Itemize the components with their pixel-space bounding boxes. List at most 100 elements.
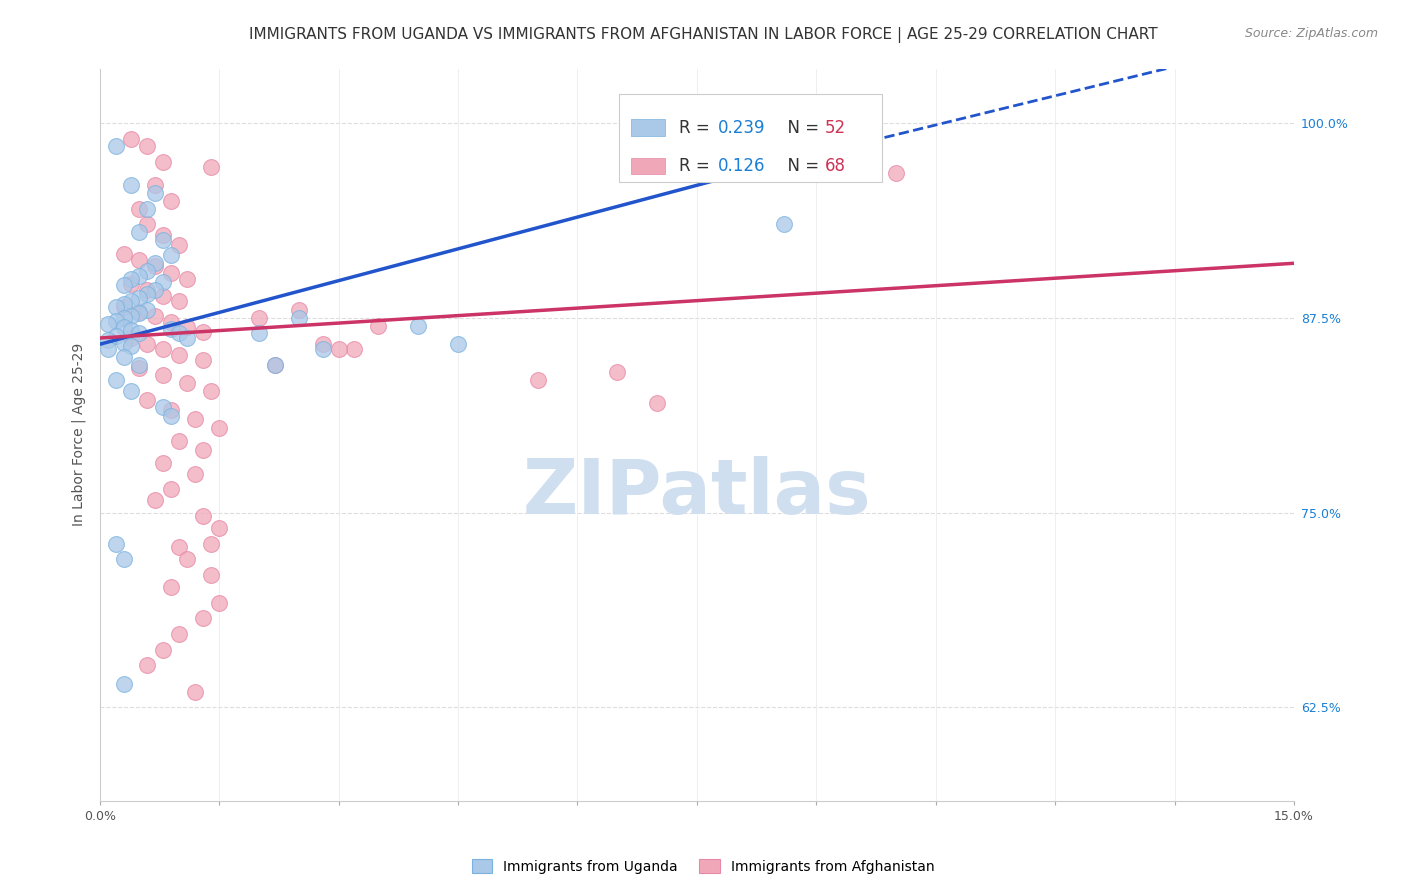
Point (121, 384, 143, 398)
Point (184, 684, 207, 698)
Point (152, 456, 174, 470)
Point (167, 326, 190, 341)
Legend: Immigrants from Uganda, Immigrants from Afghanistan: Immigrants from Uganda, Immigrants from … (464, 852, 942, 880)
Point (167, 434, 190, 448)
Point (128, 326, 150, 341)
Point (645, 396, 668, 410)
Point (208, 521, 231, 535)
Point (112, 278, 135, 293)
Point (136, 337, 159, 351)
Point (152, 228, 174, 243)
Point (152, 289, 174, 303)
Point (884, 166, 907, 180)
Point (160, 194, 183, 208)
Text: N =: N = (778, 157, 824, 175)
Point (121, 277, 143, 291)
Point (184, 467, 207, 481)
Point (152, 342, 174, 356)
Point (112, 677, 135, 691)
Point (97, 333, 120, 347)
Point (97, 317, 120, 331)
Point (447, 337, 470, 351)
Point (200, 160, 222, 174)
Point (526, 373, 548, 387)
Text: IMMIGRANTS FROM UGANDA VS IMMIGRANTS FROM AFGHANISTAN IN LABOR FORCE | AGE 25-29: IMMIGRANTS FROM UGANDA VS IMMIGRANTS FRO… (249, 27, 1157, 43)
Point (152, 233, 174, 247)
Point (97, 342, 120, 356)
Point (152, 275, 174, 289)
Point (121, 293, 143, 308)
Point (160, 409, 183, 423)
Point (191, 611, 214, 625)
Point (104, 300, 127, 314)
Point (160, 482, 183, 496)
Point (160, 402, 183, 417)
Point (191, 443, 214, 458)
Point (152, 368, 174, 383)
Point (191, 352, 214, 367)
Point (160, 580, 183, 594)
Point (167, 627, 190, 641)
Point (191, 508, 214, 523)
Point (145, 260, 167, 274)
Point (167, 540, 190, 554)
Point (145, 178, 167, 193)
Point (128, 304, 150, 318)
Point (287, 303, 309, 318)
Point (121, 339, 143, 353)
Point (121, 331, 143, 345)
Point (263, 358, 285, 372)
Point (136, 217, 159, 231)
Point (247, 326, 270, 341)
Point (104, 537, 127, 551)
Point (160, 266, 183, 280)
Text: 0.126: 0.126 (718, 157, 766, 175)
Point (128, 358, 150, 372)
Point (128, 268, 150, 283)
Text: ZIPatlas: ZIPatlas (523, 456, 872, 530)
Point (121, 272, 143, 286)
Point (773, 217, 796, 231)
Point (136, 287, 159, 301)
Point (121, 323, 143, 337)
Point (145, 256, 167, 270)
Point (121, 310, 143, 324)
Point (176, 272, 198, 286)
Point (176, 376, 198, 391)
FancyBboxPatch shape (631, 158, 665, 175)
Point (200, 567, 222, 582)
Point (176, 320, 198, 334)
Point (121, 131, 143, 145)
Point (104, 329, 127, 343)
Point (145, 310, 167, 324)
Point (152, 642, 174, 657)
Point (160, 321, 183, 335)
Point (208, 421, 231, 435)
Point (112, 297, 135, 311)
Point (191, 325, 214, 339)
Text: Source: ZipAtlas.com: Source: ZipAtlas.com (1244, 27, 1378, 40)
Point (128, 202, 150, 216)
Point (200, 537, 222, 551)
Point (136, 202, 159, 216)
Point (176, 552, 198, 566)
Point (160, 248, 183, 262)
Point (136, 283, 159, 297)
Text: 0.239: 0.239 (718, 119, 766, 136)
Point (112, 350, 135, 364)
Point (128, 253, 150, 268)
Point (112, 335, 135, 350)
Text: R =: R = (679, 157, 714, 175)
Point (167, 348, 190, 362)
Point (145, 186, 167, 201)
Point (104, 139, 127, 153)
Point (247, 310, 270, 325)
Point (367, 318, 389, 333)
Point (121, 178, 143, 193)
Point (112, 310, 135, 325)
Point (112, 320, 135, 334)
Point (104, 373, 127, 387)
Point (128, 360, 150, 375)
Point (128, 291, 150, 305)
Point (112, 552, 135, 566)
